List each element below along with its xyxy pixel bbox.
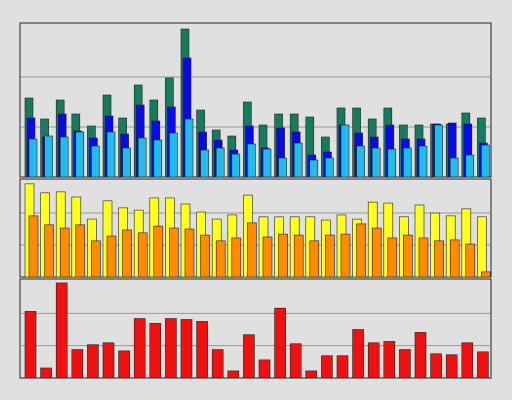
bar [247, 143, 256, 178]
bar [367, 342, 380, 379]
bar [293, 142, 303, 178]
bar [137, 232, 148, 278]
bar [309, 240, 320, 278]
bar [340, 233, 351, 278]
bar [461, 342, 474, 379]
bar [465, 243, 476, 278]
bar [278, 157, 287, 178]
bar [122, 147, 131, 178]
bar [387, 148, 397, 178]
bar [434, 240, 444, 278]
bar [258, 359, 271, 379]
bar [169, 227, 179, 278]
bar [445, 354, 458, 379]
bar [59, 136, 69, 178]
bar [243, 334, 255, 379]
bar [477, 216, 487, 278]
bar [75, 224, 86, 278]
bar [106, 131, 116, 178]
bar [403, 234, 413, 278]
bar [403, 147, 412, 178]
bar [184, 118, 194, 178]
bar [352, 329, 364, 379]
bar [387, 237, 398, 278]
bar [196, 321, 208, 379]
bar [200, 234, 210, 278]
bar [180, 319, 193, 379]
bar [28, 138, 38, 178]
bar [102, 342, 115, 379]
bar [418, 145, 428, 178]
bar [231, 153, 241, 178]
bar [418, 237, 429, 278]
bar [340, 124, 350, 178]
bar [399, 349, 411, 379]
bar [383, 341, 396, 379]
bar [434, 124, 443, 178]
bar [28, 215, 39, 278]
bar [75, 131, 85, 178]
bar [481, 271, 491, 278]
bar [137, 137, 147, 178]
bar [356, 223, 366, 278]
bar [122, 229, 132, 278]
bar [430, 353, 442, 379]
bar [477, 351, 489, 379]
bar [149, 323, 162, 379]
bar [274, 307, 286, 379]
bar [325, 157, 334, 178]
bar [247, 222, 257, 278]
bar [278, 233, 288, 278]
bar [231, 237, 242, 278]
bar [200, 149, 209, 178]
bar [24, 311, 37, 379]
bar [321, 355, 333, 379]
bar [481, 144, 490, 178]
bar [215, 147, 225, 178]
bar [215, 240, 226, 278]
bar [153, 139, 163, 178]
bar [91, 240, 101, 278]
bar [133, 318, 146, 379]
bar [184, 228, 195, 278]
bar [40, 367, 52, 379]
bar [118, 350, 130, 379]
bar [371, 227, 382, 278]
bar [371, 147, 381, 178]
bar [71, 349, 84, 379]
bar [44, 224, 54, 278]
bar [289, 343, 302, 379]
bar [449, 239, 460, 278]
bar [262, 148, 272, 178]
bar [153, 225, 164, 278]
bar [325, 234, 335, 278]
bar [106, 235, 117, 278]
bar [55, 282, 68, 379]
bar [165, 318, 177, 379]
bar [356, 145, 365, 178]
bar [262, 236, 273, 278]
bar [336, 355, 349, 379]
bar [309, 159, 319, 178]
bar [227, 370, 240, 379]
bar [44, 135, 53, 178]
bar [59, 227, 70, 278]
bar [465, 154, 475, 178]
bar [414, 332, 427, 379]
bar [91, 145, 100, 178]
bar [87, 344, 99, 379]
bar [211, 349, 224, 379]
bar [293, 234, 304, 278]
bar [305, 370, 318, 379]
bar [449, 157, 459, 178]
bar [169, 132, 178, 178]
